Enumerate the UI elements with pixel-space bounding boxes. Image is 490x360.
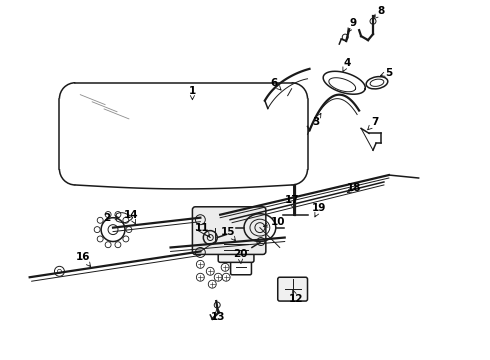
Circle shape bbox=[105, 212, 111, 217]
Text: 15: 15 bbox=[221, 226, 236, 241]
Circle shape bbox=[126, 227, 132, 233]
Circle shape bbox=[123, 236, 129, 242]
Circle shape bbox=[115, 212, 121, 217]
Circle shape bbox=[94, 227, 100, 233]
Text: 16: 16 bbox=[76, 252, 91, 267]
Text: 6: 6 bbox=[270, 78, 281, 90]
Text: 7: 7 bbox=[368, 117, 379, 130]
Circle shape bbox=[97, 236, 103, 242]
Text: 2: 2 bbox=[103, 213, 119, 223]
Text: 11: 11 bbox=[195, 222, 210, 237]
Text: 8: 8 bbox=[374, 6, 385, 19]
Circle shape bbox=[123, 217, 129, 223]
Circle shape bbox=[105, 242, 111, 248]
Circle shape bbox=[97, 217, 103, 223]
Text: 20: 20 bbox=[233, 249, 247, 264]
Text: 17: 17 bbox=[284, 195, 299, 209]
Text: 9: 9 bbox=[348, 18, 357, 32]
Text: 18: 18 bbox=[347, 183, 362, 193]
FancyBboxPatch shape bbox=[193, 207, 266, 255]
Text: 4: 4 bbox=[343, 58, 351, 72]
Text: 1: 1 bbox=[189, 86, 196, 100]
Circle shape bbox=[115, 242, 121, 248]
Text: 14: 14 bbox=[123, 210, 138, 224]
Text: 12: 12 bbox=[288, 290, 303, 304]
FancyBboxPatch shape bbox=[278, 277, 308, 301]
Text: 19: 19 bbox=[312, 203, 327, 217]
FancyBboxPatch shape bbox=[218, 233, 254, 262]
Text: 3: 3 bbox=[312, 113, 321, 127]
Text: 10: 10 bbox=[264, 217, 285, 227]
Text: 13: 13 bbox=[211, 308, 225, 322]
Text: 5: 5 bbox=[381, 68, 392, 78]
